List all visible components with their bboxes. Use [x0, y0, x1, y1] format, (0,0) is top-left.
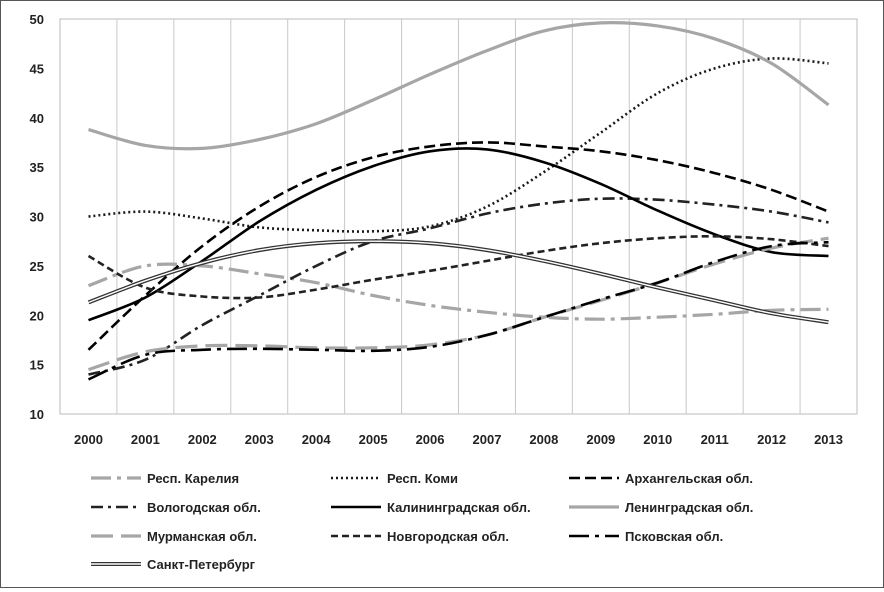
series-1-line [87, 262, 829, 321]
x-tick-label: 2000 [74, 432, 103, 447]
legend-label: Калининградская обл. [387, 500, 531, 515]
y-tick-label: 50 [30, 12, 44, 27]
x-tick-label: 2002 [188, 432, 217, 447]
legend-label: Респ. Коми [387, 471, 458, 486]
x-tick-label: 2009 [586, 432, 615, 447]
x-tick-label: 2008 [529, 432, 558, 447]
y-tick-label: 15 [30, 358, 44, 373]
series-8-line [87, 234, 829, 300]
x-tick-label: 2006 [416, 432, 445, 447]
y-tick-label: 35 [30, 160, 44, 175]
series-6-line [88, 21, 830, 151]
y-tick-label: 40 [30, 111, 44, 126]
series-9-line [87, 240, 829, 381]
series-5-line [88, 147, 829, 322]
x-tick-label: 2003 [245, 432, 274, 447]
y-tick-label: 20 [30, 308, 44, 323]
legend-label: Мурманская обл. [147, 529, 257, 544]
y-tick-label: 45 [30, 61, 44, 76]
legend-label: Новгородская обл. [387, 529, 509, 544]
x-tick-label: 2013 [814, 432, 843, 447]
x-tick-label: 2012 [757, 432, 786, 447]
y-tick-label: 25 [30, 259, 44, 274]
legend-label: Санкт-Петербург [147, 557, 256, 572]
y-tick-label: 30 [30, 210, 44, 225]
x-tick-label: 2010 [643, 432, 672, 447]
legend-label: Архангельская обл. [625, 471, 753, 486]
series-3-line [87, 141, 829, 351]
x-tick-label: 2001 [131, 432, 160, 447]
legend-label: Респ. Карелия [147, 471, 239, 486]
x-tick-label: 2005 [359, 432, 388, 447]
series-10-line-inner [88, 240, 829, 323]
x-tick-label: 2007 [473, 432, 502, 447]
series-4-line [88, 197, 829, 376]
x-tick-label: 2011 [701, 432, 729, 447]
legend-label: Вологодская обл. [147, 500, 261, 515]
legend-label: Ленинградская обл. [625, 500, 753, 515]
y-tick-label: 10 [30, 407, 44, 422]
legend-label: Псковская обл. [625, 529, 723, 544]
x-tick-label: 2004 [302, 432, 332, 447]
